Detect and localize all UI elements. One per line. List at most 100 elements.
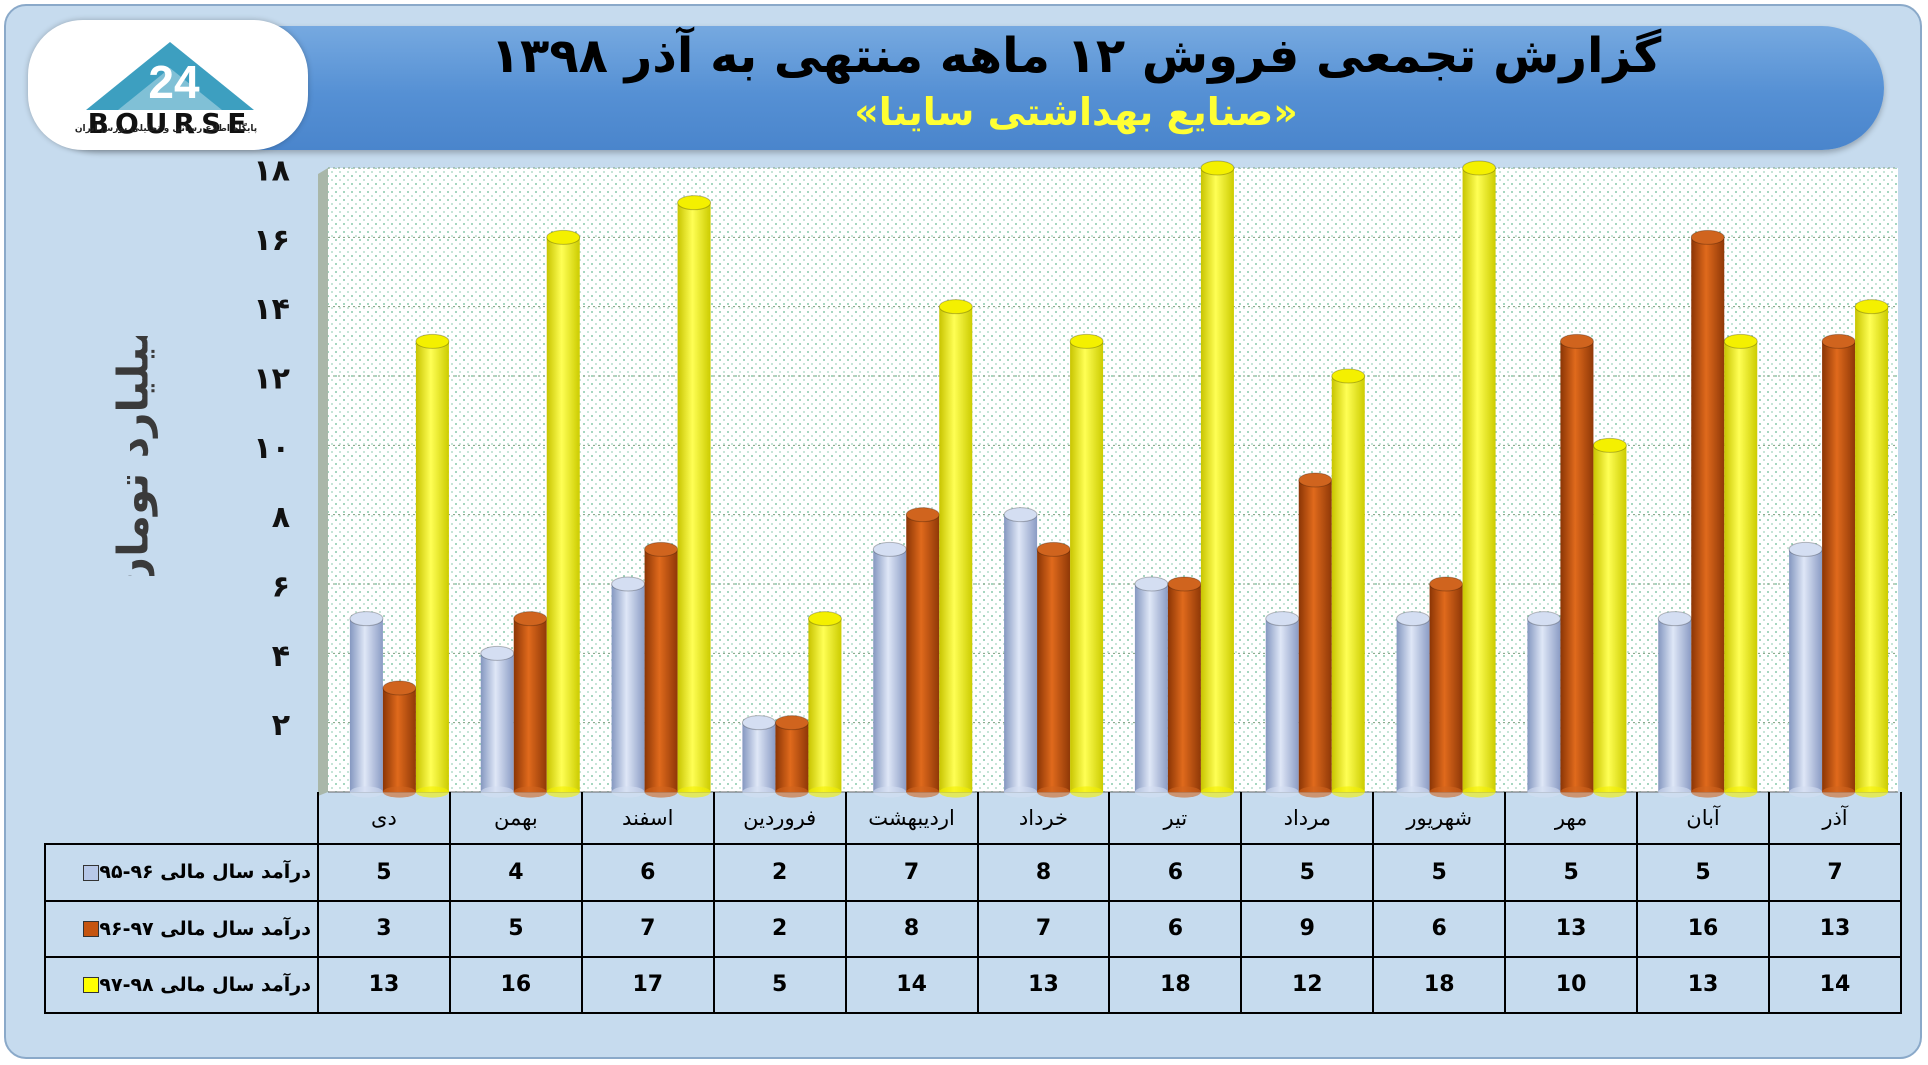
bar (742, 722, 776, 792)
table-value-cell: 12 (1240, 955, 1375, 1015)
bar (349, 618, 383, 792)
bar (480, 653, 514, 792)
y-axis-label: میلیارد تومان (109, 336, 159, 576)
bar (513, 618, 547, 792)
y-tick-label: ۱۸ (253, 154, 290, 189)
bar-top (1723, 333, 1758, 349)
table-series-label: درآمد سال مالی ۹۷-۹۶ (44, 899, 319, 958)
bar (546, 237, 580, 793)
bar-top (1036, 541, 1071, 557)
bar (611, 584, 645, 792)
table-value-cell: 13 (1636, 955, 1770, 1015)
report-title: گزارش تجمعی فروش ۱۲ ماهه منتهی به آذر ۱۳… (490, 28, 1662, 84)
bar-top (774, 715, 809, 731)
bar-top (1134, 576, 1169, 592)
bar-top (1265, 611, 1300, 627)
table-value-cell: 18 (1108, 955, 1243, 1015)
table-value-cell: 9 (1240, 899, 1375, 958)
bar-top (905, 507, 940, 523)
logo-caption: پایگاه اطلاع رسانی و تحلیلی بورس ایران (74, 124, 258, 134)
bar-top (644, 541, 679, 557)
bar (1691, 237, 1725, 793)
table-value-cell: 10 (1504, 955, 1639, 1015)
table-month-header: تیر (1108, 792, 1243, 846)
table-month-header: اردیبهشت (844, 792, 979, 846)
bar (1658, 618, 1692, 792)
bar (1167, 584, 1201, 792)
bar-top (677, 195, 712, 211)
table-value-cell: 14 (1767, 955, 1903, 1015)
table-value-cell: 2 (712, 843, 847, 902)
plot-background (328, 168, 1898, 792)
table-value-cell: 7 (844, 843, 979, 902)
table-value-cell: 5 (1636, 843, 1770, 902)
bar-top (611, 576, 646, 592)
table-month-header: مرداد (1240, 792, 1375, 846)
y-tick-label: ۶ (272, 570, 290, 605)
bar-top (741, 715, 776, 731)
bar-top (1003, 507, 1038, 523)
table-value-cell: 3 (317, 899, 451, 958)
table-month-header: شهریور (1372, 792, 1507, 846)
table-series-label: درآمد سال مالی ۹۶-۹۵ (44, 843, 319, 902)
bar (1527, 618, 1561, 792)
bourse24-logo: 24 BOURSE (28, 20, 308, 150)
bar-top (415, 333, 450, 349)
y-tick-label: ۱۲ (253, 362, 290, 397)
bar-top (1854, 299, 1889, 315)
bar (1593, 445, 1627, 792)
bar (873, 549, 907, 792)
bar-top (1429, 576, 1464, 592)
table-value-cell: 6 (1108, 843, 1243, 902)
table-month-header: فروردین (712, 792, 847, 846)
table-value-cell: 16 (448, 955, 583, 1015)
bar-top (1069, 333, 1104, 349)
table-value-cell: 6 (1372, 899, 1507, 958)
bar-top (807, 611, 842, 627)
table-value-cell: 4 (448, 843, 583, 902)
table-value-cell: 5 (1240, 843, 1375, 902)
bar-top (1592, 437, 1627, 453)
bar (382, 688, 416, 792)
bar (1396, 618, 1430, 792)
table-value-cell: 13 (976, 955, 1111, 1015)
y-tick-label: ۴ (272, 639, 290, 674)
legend-swatch (83, 977, 100, 994)
bar-top (1331, 368, 1366, 384)
table-value-cell: 7 (580, 899, 715, 958)
bar (1789, 549, 1823, 792)
table-month-header: مهر (1504, 792, 1639, 846)
report-frame: گزارش تجمعی فروش ۱۲ ماهه منتهی به آذر ۱۳… (4, 4, 1922, 1059)
bar (775, 722, 809, 792)
y-tick-label: ۱۶ (253, 223, 290, 258)
table-value-cell: 5 (317, 843, 451, 902)
report-subtitle: «صنایع بهداشتی ساینا» (854, 90, 1298, 134)
bar (1265, 618, 1299, 792)
table-series-label: درآمد سال مالی ۹۸-۹۷ (44, 955, 319, 1015)
y-axis-ticks: ۲ ۴ ۶ ۸ ۱۰ ۱۲ ۱۴ ۱۶ ۱۸ (253, 154, 290, 744)
bar-top (1821, 333, 1856, 349)
bar-top (1657, 611, 1692, 627)
bar (1298, 480, 1332, 792)
table-value-cell: 13 (317, 955, 451, 1015)
bar (1070, 341, 1104, 792)
svg-text:میلیارد تومان: میلیارد تومان (109, 336, 159, 576)
bar-top (872, 541, 907, 557)
table-value-cell: 5 (712, 955, 847, 1015)
table-month-header: اسفند (580, 792, 715, 846)
series-name: درآمد سال مالی ۹۷-۹۶ (99, 917, 311, 940)
logo-text: BOURSE (88, 107, 253, 140)
bar (1429, 584, 1463, 792)
bar-top (1298, 472, 1333, 488)
bar (1037, 549, 1071, 792)
table-value-cell: 2 (712, 899, 847, 958)
bar (1462, 168, 1496, 792)
bar-top (382, 680, 417, 696)
y-tick-label: ۱۰ (253, 431, 290, 466)
series-name: درآمد سال مالی ۹۸-۹۷ (99, 973, 311, 996)
bar (415, 341, 449, 792)
bar (1855, 306, 1889, 792)
bar-top (1200, 160, 1235, 176)
table-value-cell: 8 (976, 843, 1111, 902)
bar-top (1559, 333, 1594, 349)
